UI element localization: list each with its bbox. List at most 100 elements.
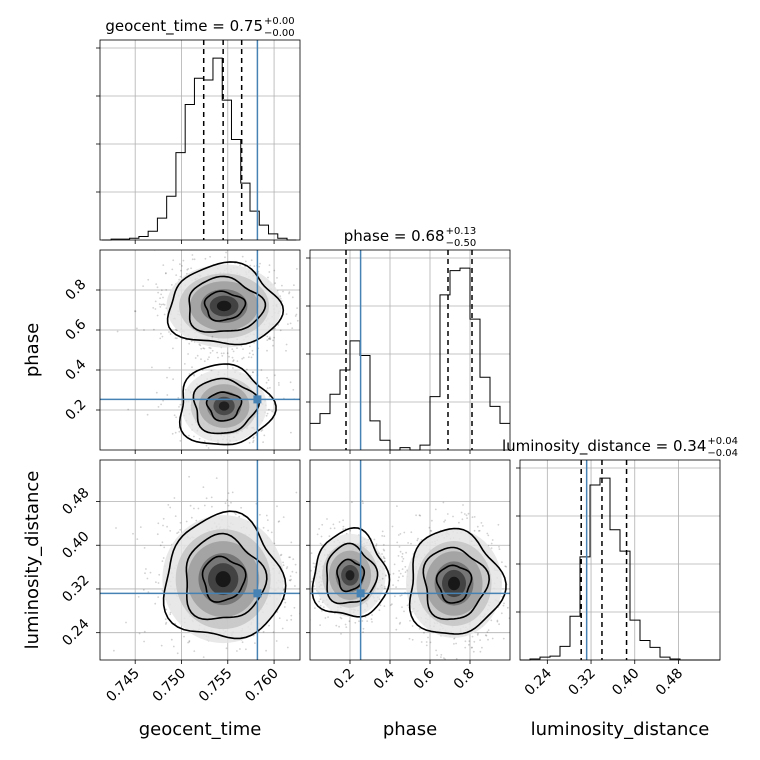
sample-point — [486, 631, 489, 633]
sample-point — [428, 526, 431, 529]
sample-point — [208, 346, 211, 349]
contour-0-2 — [201, 555, 247, 603]
sample-point — [253, 265, 256, 267]
sample-point — [202, 347, 205, 350]
sample-point — [155, 283, 158, 285]
sample-point — [378, 609, 381, 612]
sample-point — [391, 525, 394, 528]
sample-point — [496, 619, 499, 622]
sample-point — [259, 513, 261, 516]
sample-point — [313, 566, 316, 568]
sample-point — [442, 501, 445, 504]
sample-point — [320, 535, 323, 538]
truth-marker-phase__luminosity_distance — [356, 589, 365, 598]
sample-point — [403, 610, 405, 613]
density-level-1-5 — [218, 401, 230, 411]
sample-point — [464, 646, 467, 649]
sample-point — [127, 408, 130, 411]
sample-point — [401, 568, 404, 570]
sample-point — [224, 502, 227, 505]
sample-point — [161, 589, 164, 592]
sample-point — [399, 595, 402, 597]
sample-point — [318, 528, 320, 530]
sample-point — [132, 532, 134, 535]
ytick-label-phase-3: 0.8 — [62, 276, 89, 303]
sample-point — [167, 504, 170, 506]
sample-point — [296, 268, 298, 270]
sample-point — [500, 612, 503, 615]
sample-point — [415, 514, 417, 517]
sample-point — [267, 379, 270, 382]
density-frame-geocent_time__phase — [99, 249, 301, 451]
sample-point — [152, 307, 155, 309]
sample-point — [396, 541, 399, 544]
sample-point — [134, 310, 136, 312]
sample-point — [162, 557, 165, 559]
title-upper-phase: +0.13 — [446, 226, 477, 237]
sample-point — [292, 389, 295, 391]
xtick-label-geocent_time-1: 0.750 — [150, 666, 190, 706]
contour-0-0 — [166, 261, 285, 346]
sample-point — [322, 606, 325, 609]
sample-point — [266, 412, 269, 415]
sample-point — [381, 530, 384, 533]
sample-point — [220, 352, 223, 355]
sample-point — [354, 621, 357, 624]
sample-point — [188, 475, 191, 478]
sample-point — [440, 654, 443, 656]
density-level-1-5 — [448, 576, 460, 591]
ytick-label-luminosity_distance-2: 0.40 — [59, 529, 92, 562]
sample-point — [197, 507, 200, 510]
sample-point — [440, 656, 442, 658]
sample-point — [206, 663, 208, 665]
sample-point — [394, 595, 396, 598]
sample-point — [198, 437, 201, 440]
sample-point — [207, 358, 209, 361]
sample-point — [443, 678, 445, 680]
sample-point — [165, 621, 168, 624]
sample-point — [252, 441, 254, 444]
sample-point — [195, 455, 197, 457]
sample-point — [285, 343, 288, 346]
sample-point — [510, 564, 512, 566]
sample-point — [383, 557, 386, 560]
sample-point — [498, 623, 500, 626]
sample-point — [340, 633, 342, 635]
sample-point — [241, 641, 244, 644]
sample-point — [194, 357, 197, 359]
sample-point — [250, 356, 253, 359]
sample-point — [294, 585, 296, 587]
sample-point — [200, 347, 203, 350]
sample-point — [333, 527, 336, 530]
xtick-label-phase-2: 0.6 — [411, 665, 438, 692]
sample-point — [274, 374, 276, 377]
sample-point — [406, 604, 409, 607]
sample-point — [161, 560, 164, 562]
sample-point — [269, 337, 272, 340]
contour-0-1 — [185, 532, 268, 621]
sample-point — [271, 410, 274, 413]
sample-point — [159, 297, 162, 300]
sample-point — [224, 256, 226, 259]
sample-point — [314, 607, 316, 609]
sample-point — [423, 631, 425, 634]
sample-point — [477, 632, 479, 635]
sample-point — [143, 640, 146, 643]
sample-point — [481, 646, 483, 649]
sample-point — [403, 531, 406, 534]
sample-point — [265, 514, 268, 517]
sample-point — [511, 597, 513, 599]
sample-point — [203, 440, 206, 443]
sample-point — [375, 543, 378, 546]
sample-point — [232, 666, 234, 668]
sample-point — [381, 577, 384, 580]
sample-point — [395, 617, 398, 619]
sample-point — [190, 267, 193, 270]
sample-point — [265, 381, 268, 384]
sample-point — [163, 313, 166, 316]
sample-point — [498, 546, 500, 548]
sample-point — [402, 575, 404, 578]
sample-point — [473, 516, 476, 518]
sample-point — [279, 554, 282, 557]
sample-point — [383, 560, 386, 563]
